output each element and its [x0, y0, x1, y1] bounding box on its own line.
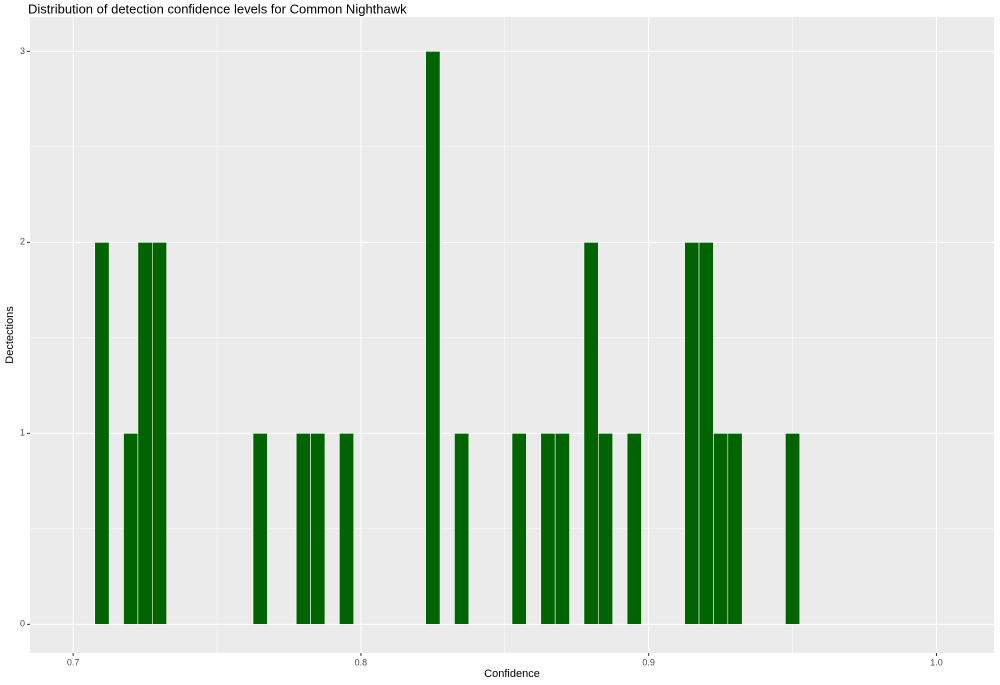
bar	[684, 242, 700, 625]
y-tick-label: 1	[20, 428, 25, 438]
bar	[554, 433, 570, 625]
bar	[727, 433, 743, 625]
bar	[598, 433, 614, 625]
x-tick-label: 1.0	[930, 657, 943, 667]
y-axis-label: Dectections	[4, 306, 16, 364]
bar	[511, 433, 527, 625]
y-tick-label: 0	[20, 619, 25, 629]
bar	[626, 433, 642, 625]
bar	[583, 242, 599, 625]
chart-title: Distribution of detection confidence lev…	[28, 1, 407, 16]
bar	[94, 242, 110, 625]
bar	[540, 433, 556, 625]
x-tick-label: 0.9	[642, 657, 655, 667]
bar	[137, 242, 153, 625]
bar	[295, 433, 311, 625]
bar	[785, 433, 801, 625]
x-tick-label: 0.8	[355, 657, 368, 667]
y-tick-label: 3	[20, 46, 25, 56]
bar	[339, 433, 355, 625]
bar	[310, 433, 326, 625]
x-axis-label: Confidence	[484, 668, 540, 680]
bar	[123, 433, 139, 625]
x-tick-label: 0.7	[67, 657, 80, 667]
y-tick-label: 2	[20, 237, 25, 247]
bar	[454, 433, 470, 625]
bar	[252, 433, 268, 625]
bar	[713, 433, 729, 625]
bar	[698, 242, 714, 625]
bar	[151, 242, 167, 625]
bar	[425, 51, 441, 625]
